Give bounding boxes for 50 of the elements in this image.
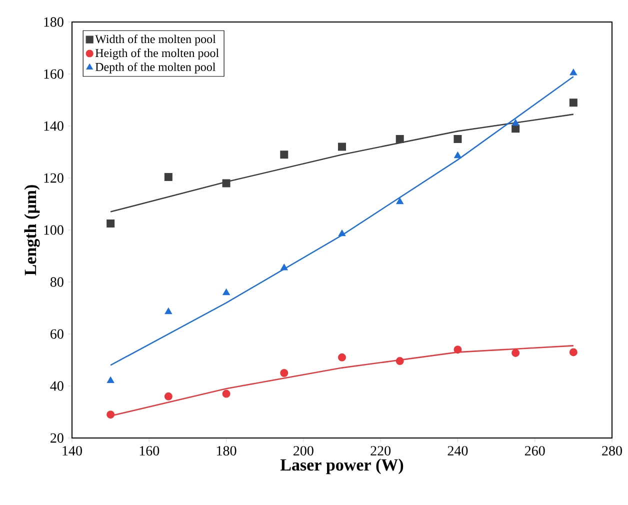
legend-label: Depth of the molten pool	[95, 62, 216, 74]
point	[569, 348, 578, 356]
point	[454, 152, 462, 158]
y-axis-title: Length (μm)	[24, 185, 40, 276]
point	[454, 134, 462, 143]
point	[164, 308, 172, 314]
point	[338, 230, 346, 236]
legend-label: Width of the molten pool	[95, 34, 216, 46]
x-tick-label: 140	[62, 446, 82, 456]
y-tick-label: 120	[44, 173, 64, 183]
point	[512, 124, 520, 133]
point	[512, 348, 520, 357]
line-series	[110, 114, 574, 212]
y-tick-label: 180	[44, 17, 64, 27]
point	[338, 353, 346, 362]
point	[396, 198, 404, 204]
legend-label: Heigth of the molten pool	[95, 48, 219, 60]
point	[338, 142, 346, 151]
point	[107, 376, 114, 384]
point	[164, 172, 172, 181]
x-tick-label: 160	[140, 446, 160, 456]
point	[222, 390, 230, 398]
point	[396, 134, 404, 143]
point	[222, 288, 230, 296]
x-tick-label: 200	[294, 446, 314, 456]
y-tick-label: 80	[50, 277, 64, 287]
point	[570, 68, 577, 76]
point	[222, 179, 230, 188]
x-tick-label: 220	[370, 446, 391, 456]
point	[512, 119, 520, 126]
x-tick-label: 260	[524, 446, 545, 456]
y-tick-label: 100	[44, 225, 64, 235]
y-tick-label: 160	[44, 69, 64, 79]
point	[454, 346, 462, 354]
x-axis-title: Laser power (W)	[280, 458, 404, 474]
y-tick-label: 140	[44, 121, 64, 131]
y-tick-label: 40	[50, 381, 64, 391]
x-tick-label: 240	[448, 446, 468, 456]
y-tick-label: 20	[50, 433, 64, 443]
point	[569, 98, 578, 107]
point	[164, 392, 172, 400]
point	[106, 410, 115, 419]
point	[396, 357, 404, 366]
point	[280, 264, 288, 270]
x-tick-label: 180	[217, 446, 236, 456]
x-tick-label: 280	[602, 446, 622, 456]
point	[280, 150, 288, 159]
y-tick-label: 60	[50, 329, 64, 339]
point	[280, 369, 288, 377]
point	[106, 219, 115, 228]
